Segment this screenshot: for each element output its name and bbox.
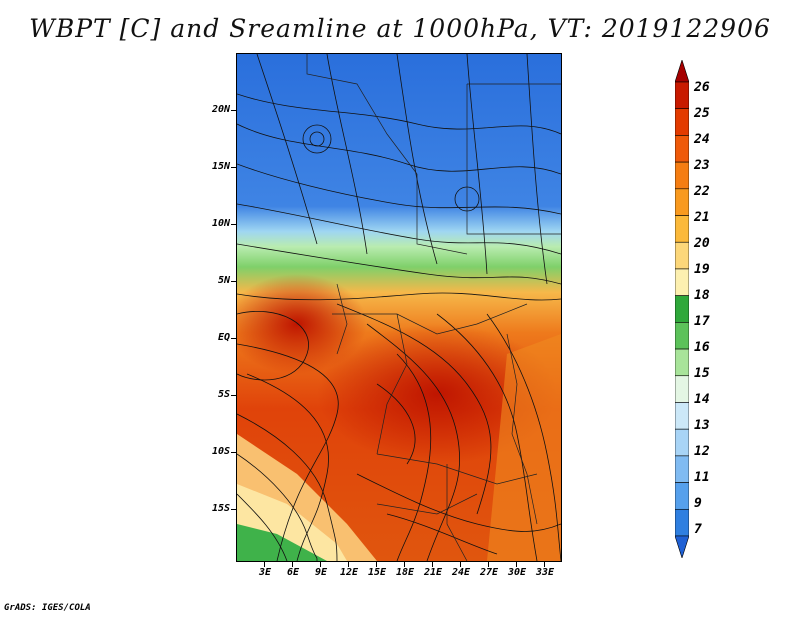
colorbar-label: 7 [694,522,702,537]
map-panel [236,53,562,562]
colorbar-label: 14 [694,392,710,407]
colorbar-segment [675,295,689,323]
lat-label-5n: 5N [217,275,230,286]
colorbar-label: 12 [694,444,710,459]
lon-label-12e: 12E [339,567,359,578]
colorbar-segment [675,428,689,457]
colorbar-label: 20 [694,236,710,251]
lon-label-6e: 6E [286,567,300,578]
lat-tick [231,509,236,510]
colorbar-segment [675,268,689,296]
lon-tick [432,562,433,567]
lon-tick [404,562,405,567]
colorbar-segment [675,81,689,110]
streamlines [237,54,561,561]
se-orange-zone [487,334,561,561]
colorbar-segment [675,348,689,377]
lon-tick [488,562,489,567]
lon-tick [376,562,377,567]
colorbar-segment [675,215,689,243]
colorbar-segment [675,508,689,537]
colorbar-label: 9 [694,496,702,511]
lon-label-30e: 30E [507,567,527,578]
colorbar-segment [675,161,689,190]
lat-tick [231,452,236,453]
lon-label-15e: 15E [367,567,387,578]
lat-label-10n: 10N [211,218,230,229]
warm-core [317,324,557,464]
colorbar-label: 22 [694,184,710,199]
colorbar-top-arrow [675,60,689,83]
lat-label-20n: 20N [211,104,230,115]
colorbar-segment [675,455,689,483]
colorbar-label: 24 [694,132,710,147]
colorbar-segment [675,322,689,350]
lat-label-10s: 10S [211,446,230,457]
lon-label-9e: 9E [314,567,328,578]
colorbar-label: 15 [694,366,710,381]
lon-tick [348,562,349,567]
colorbar-label: 18 [694,288,710,303]
lat-tick [231,110,236,111]
colorbar-segment [675,482,689,510]
lat-tick [231,395,236,396]
colorbar-segment [675,375,689,403]
lon-label-18e: 18E [395,567,415,578]
colorbar-bottom-arrow [675,535,689,558]
lat-label-15s: 15S [211,503,230,514]
colorbar-segment [675,108,689,136]
plot-title: WBPT [C] and Sreamline at 1000hPa, VT: 2… [29,14,771,43]
country-borders [306,54,561,561]
colorbar-label: 16 [694,340,710,355]
colorbar-segment [675,188,689,216]
colorbar-segment [675,241,689,270]
lon-tick [320,562,321,567]
lat-tick [231,281,236,282]
lat-tick [231,338,236,339]
lon-label-21e: 21E [423,567,443,578]
colorbar-label: 26 [694,80,710,95]
lon-label-3e: 3E [258,567,272,578]
grads-credit: GrADS: IGES/COLA [4,603,91,613]
lon-label-33e: 33E [535,567,555,578]
lon-tick [460,562,461,567]
colorbar-label: 17 [694,314,710,329]
lon-label-27e: 27E [479,567,499,578]
lon-label-24e: 24E [451,567,471,578]
colorbar-label: 21 [694,210,710,225]
lon-tick [264,562,265,567]
colorbar-label: 25 [694,106,710,121]
colorbar-label: 19 [694,262,710,277]
lon-tick [292,562,293,567]
lon-tick [544,562,545,567]
lon-tick [516,562,517,567]
colorbar-segment [675,402,689,430]
lat-tick [231,224,236,225]
colorbar-segment [675,135,689,163]
lat-label-5s: 5S [217,389,230,400]
colorbar-label: 23 [694,158,710,173]
lat-label-eq: EQ [217,332,230,343]
colorbar-label: 11 [694,470,710,485]
lat-label-15n: 15N [211,161,230,172]
warm-core-west [237,274,367,374]
colorbar-label: 13 [694,418,710,433]
lat-tick [231,167,236,168]
colorbar [675,60,689,558]
